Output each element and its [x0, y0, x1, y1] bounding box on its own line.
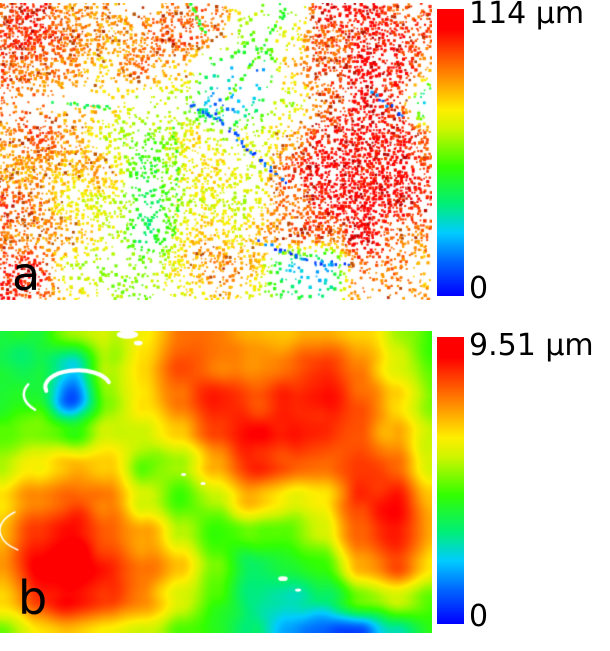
height-map-a — [0, 3, 432, 300]
colorbar-a-min-label: 0 — [469, 271, 489, 306]
colorbar-b-min-label: 0 — [469, 599, 489, 634]
panel-a-label: a — [12, 247, 41, 301]
panel-b: b 9.51 µm 0 — [0, 328, 610, 634]
panel-a: a 114 µm 0 — [0, 0, 610, 306]
height-map-b — [0, 331, 432, 633]
colorbar-b-max-label: 9.51 µm — [469, 328, 594, 363]
colorbar-a — [437, 9, 464, 296]
colorbar-b — [437, 337, 464, 624]
panel-b-label: b — [18, 571, 48, 625]
colorbar-a-max-label: 114 µm — [469, 0, 585, 31]
